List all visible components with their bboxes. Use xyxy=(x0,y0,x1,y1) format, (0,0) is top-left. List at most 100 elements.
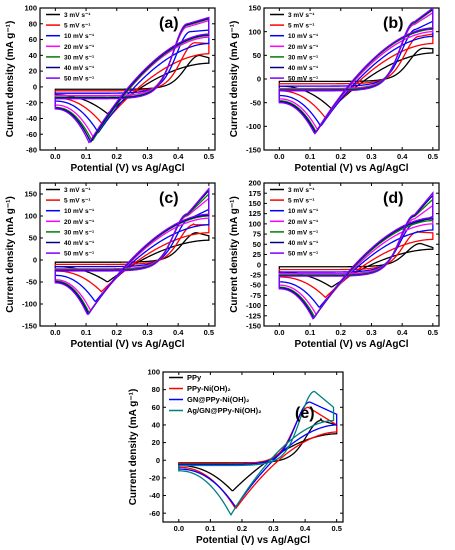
y-tick-label: 200 xyxy=(248,179,261,188)
panel-b: 0.0 0.1 0.2 0.3 0.4 0.5 -150 -100 -50 0 50 100 150 3 … xyxy=(229,4,440,174)
legend-label: 50 mV s⁻¹ xyxy=(64,76,94,83)
y-axis-title: Current density (mA g⁻¹) xyxy=(229,21,240,138)
y-tick-label: 40 xyxy=(152,421,160,430)
panel-label: (e) xyxy=(295,405,315,422)
legend-label: 30 mV s⁻¹ xyxy=(288,229,318,236)
series-line xyxy=(54,29,210,134)
y-tick-label: -40 xyxy=(149,491,160,500)
legend-label: GN@PPy-Ni(OH)₂ xyxy=(187,395,249,404)
y-tick-label: 50 xyxy=(253,51,261,60)
y-tick-label: 50 xyxy=(253,240,261,249)
legend-label: 5 mV s⁻¹ xyxy=(64,198,91,205)
x-tick-label: 0.5 xyxy=(204,328,214,337)
series-line xyxy=(178,417,338,492)
legend-label: 20 mV s⁻¹ xyxy=(288,219,318,226)
y-axis-title: Current density (mA g⁻¹) xyxy=(128,389,139,506)
y-tick-label: 40 xyxy=(29,51,37,60)
y-tick-label: 175 xyxy=(248,189,261,198)
series-line xyxy=(178,406,338,510)
legend-label: PPy xyxy=(187,373,202,382)
legend-label: 40 mV s⁻¹ xyxy=(64,65,94,72)
x-tick-label: 0.0 xyxy=(274,328,284,337)
y-tick-label: 20 xyxy=(152,438,160,447)
legend-label: 30 mV s⁻¹ xyxy=(288,54,318,61)
legend-label: 40 mV s⁻¹ xyxy=(288,240,318,247)
x-tick-label: 0.5 xyxy=(428,328,438,337)
y-tick-label: 150 xyxy=(248,199,261,208)
y-tick-label: -20 xyxy=(26,98,37,107)
legend-label: 5 mV s⁻¹ xyxy=(288,198,315,205)
x-axis-title: Potential (V) vs Ag/AgCl xyxy=(294,339,408,350)
y-tick-label: -50 xyxy=(250,281,261,290)
y-tick-label: 0 xyxy=(257,75,261,84)
y-axis-title: Current density (mA g⁻¹) xyxy=(5,21,16,138)
legend-label: 20 mV s⁻¹ xyxy=(64,44,94,51)
y-tick-label: -100 xyxy=(246,122,261,131)
legend-label: 30 mV s⁻¹ xyxy=(64,229,94,236)
legend-label: 10 mV s⁻¹ xyxy=(64,208,94,215)
y-tick-label: 125 xyxy=(248,209,261,218)
x-tick-label: 0.1 xyxy=(305,328,315,337)
x-tick-label: 0.1 xyxy=(305,152,315,161)
series-line xyxy=(54,18,210,142)
y-tick-label: 0 xyxy=(33,82,37,91)
x-tick-label: 0.5 xyxy=(331,524,341,533)
x-tick-label: 0.2 xyxy=(237,524,247,533)
legend-label: 50 mV s⁻¹ xyxy=(288,251,318,258)
y-tick-label: 0 xyxy=(156,456,160,465)
x-tick-label: 0.5 xyxy=(204,152,214,161)
x-tick-label: 0.2 xyxy=(336,328,346,337)
series-line xyxy=(54,223,210,293)
x-tick-label: 0.2 xyxy=(112,328,122,337)
y-tick-label: 100 xyxy=(248,219,261,228)
y-tick-label: -100 xyxy=(246,301,261,310)
y-tick-label: -50 xyxy=(250,98,261,107)
series-line xyxy=(278,191,434,320)
legend-label: 40 mV s⁻¹ xyxy=(288,65,318,72)
y-tick-label: -20 xyxy=(149,473,160,482)
curves xyxy=(278,191,434,320)
legend-label: 3 mV s⁻¹ xyxy=(64,12,91,19)
series-line xyxy=(54,186,210,316)
plot-frame xyxy=(39,182,216,327)
x-tick-label: 0.2 xyxy=(112,152,122,161)
series-line xyxy=(278,230,434,299)
y-tick-label: -60 xyxy=(26,130,37,139)
y-tick-label: -100 xyxy=(22,300,37,309)
x-tick-label: 0.4 xyxy=(173,328,184,337)
series-line xyxy=(178,390,335,516)
panel-e: 0.0 0.1 0.2 0.3 0.4 0.5 -60 -40 -20 0 20 40 60 80 100 P… xyxy=(128,368,344,546)
y-tick-label: 100 xyxy=(248,27,261,36)
y-tick-label: 60 xyxy=(152,403,160,412)
legend-label: 10 mV s⁻¹ xyxy=(64,33,94,40)
legend-label: 20 mV s⁻¹ xyxy=(64,219,94,226)
x-tick-label: 0.3 xyxy=(366,328,376,337)
x-axis-title: Potential (V) vs Ag/AgCl xyxy=(70,339,184,350)
y-tick-label: -60 xyxy=(149,509,160,518)
y-tick-label: -150 xyxy=(246,322,261,331)
legend-label: 10 mV s⁻¹ xyxy=(288,33,318,40)
y-tick-label: 100 xyxy=(24,4,37,13)
panel-c: 0.0 0.1 0.2 0.3 0.4 0.5 -150 -100 -50 0 50 100 150 3 … xyxy=(5,182,216,350)
y-axis-title: Current density (mA g⁻¹) xyxy=(229,196,240,313)
y-axis-title: Current density (mA g⁻¹) xyxy=(5,196,16,313)
y-tick-label: -25 xyxy=(250,271,261,280)
x-tick-label: 0.4 xyxy=(397,328,408,337)
curves xyxy=(278,8,434,135)
y-tick-label: 150 xyxy=(24,190,37,199)
x-tick-label: 0.5 xyxy=(428,152,438,161)
series-line xyxy=(54,54,210,115)
legend-label: 3 mV s⁻¹ xyxy=(288,12,315,19)
y-tick-label: 100 xyxy=(147,368,160,377)
y-tick-label: 100 xyxy=(24,212,37,221)
x-axis-title: Potential (V) vs Ag/AgCl xyxy=(70,163,184,174)
x-tick-label: 0.4 xyxy=(173,152,184,161)
x-tick-label: 0.3 xyxy=(142,328,152,337)
series-line xyxy=(278,197,434,318)
series-line xyxy=(54,232,210,283)
y-tick-label: 150 xyxy=(248,4,261,13)
panel-d: 0.0 0.1 0.2 0.3 0.4 0.5 -150 -125-100-75-50-25 0… xyxy=(229,179,440,350)
curves xyxy=(54,186,210,316)
series-line xyxy=(278,47,434,110)
y-tick-label: 0 xyxy=(257,260,261,269)
